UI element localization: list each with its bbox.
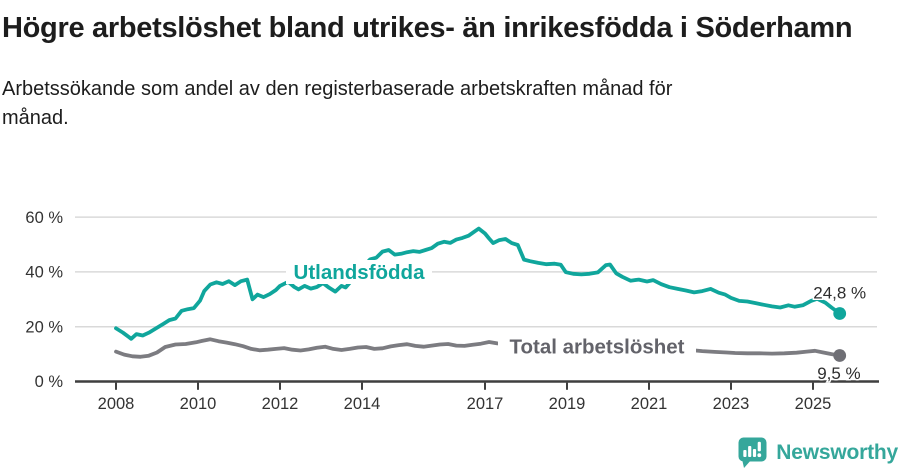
x-tick-label: 2010 <box>180 395 217 413</box>
x-tick-label: 2012 <box>262 395 299 413</box>
series-label-total: Total arbetslöshet <box>509 336 684 359</box>
y-tick-label: 60 % <box>25 209 63 227</box>
x-tick-label: 2025 <box>795 395 832 413</box>
end-value-label-utlandsfodda: 24,8 % <box>813 284 866 303</box>
end-value-label-total: 9,5 % <box>817 364 860 383</box>
series-end-dot-total <box>833 349 847 362</box>
y-tick-label: 40 % <box>25 264 63 282</box>
chart-header: Högre arbetslöshet bland utrikes- än inr… <box>2 2 853 133</box>
series-end-dot-utlandsfodda <box>833 307 847 320</box>
series-label-utlandsfodda: Utlandsfödda <box>294 261 426 284</box>
x-tick-label: 2023 <box>713 395 750 413</box>
series-line-total <box>114 337 842 359</box>
x-tick-label: 2014 <box>344 395 381 413</box>
y-tick-label: 0 % <box>35 373 64 391</box>
x-tick-label: 2021 <box>631 395 668 413</box>
chart-subtitle: Arbetssökande som andel av den registerb… <box>2 78 673 129</box>
newsworthy-wordmark: Newsworthy <box>776 440 898 464</box>
x-tick-label: 2019 <box>549 395 586 413</box>
newsworthy-logo: Newsworthy <box>738 437 898 468</box>
y-tick-label: 20 % <box>25 318 63 336</box>
newsworthy-icon <box>738 437 767 468</box>
x-tick-label: 2017 <box>467 395 504 413</box>
x-tick-label: 2008 <box>98 395 135 413</box>
series-line-utlandsfodda <box>114 226 842 341</box>
series-label-mask <box>498 336 696 357</box>
series-label-mask <box>286 260 432 284</box>
chart-title: Högre arbetslöshet bland utrikes- än inr… <box>2 12 853 44</box>
